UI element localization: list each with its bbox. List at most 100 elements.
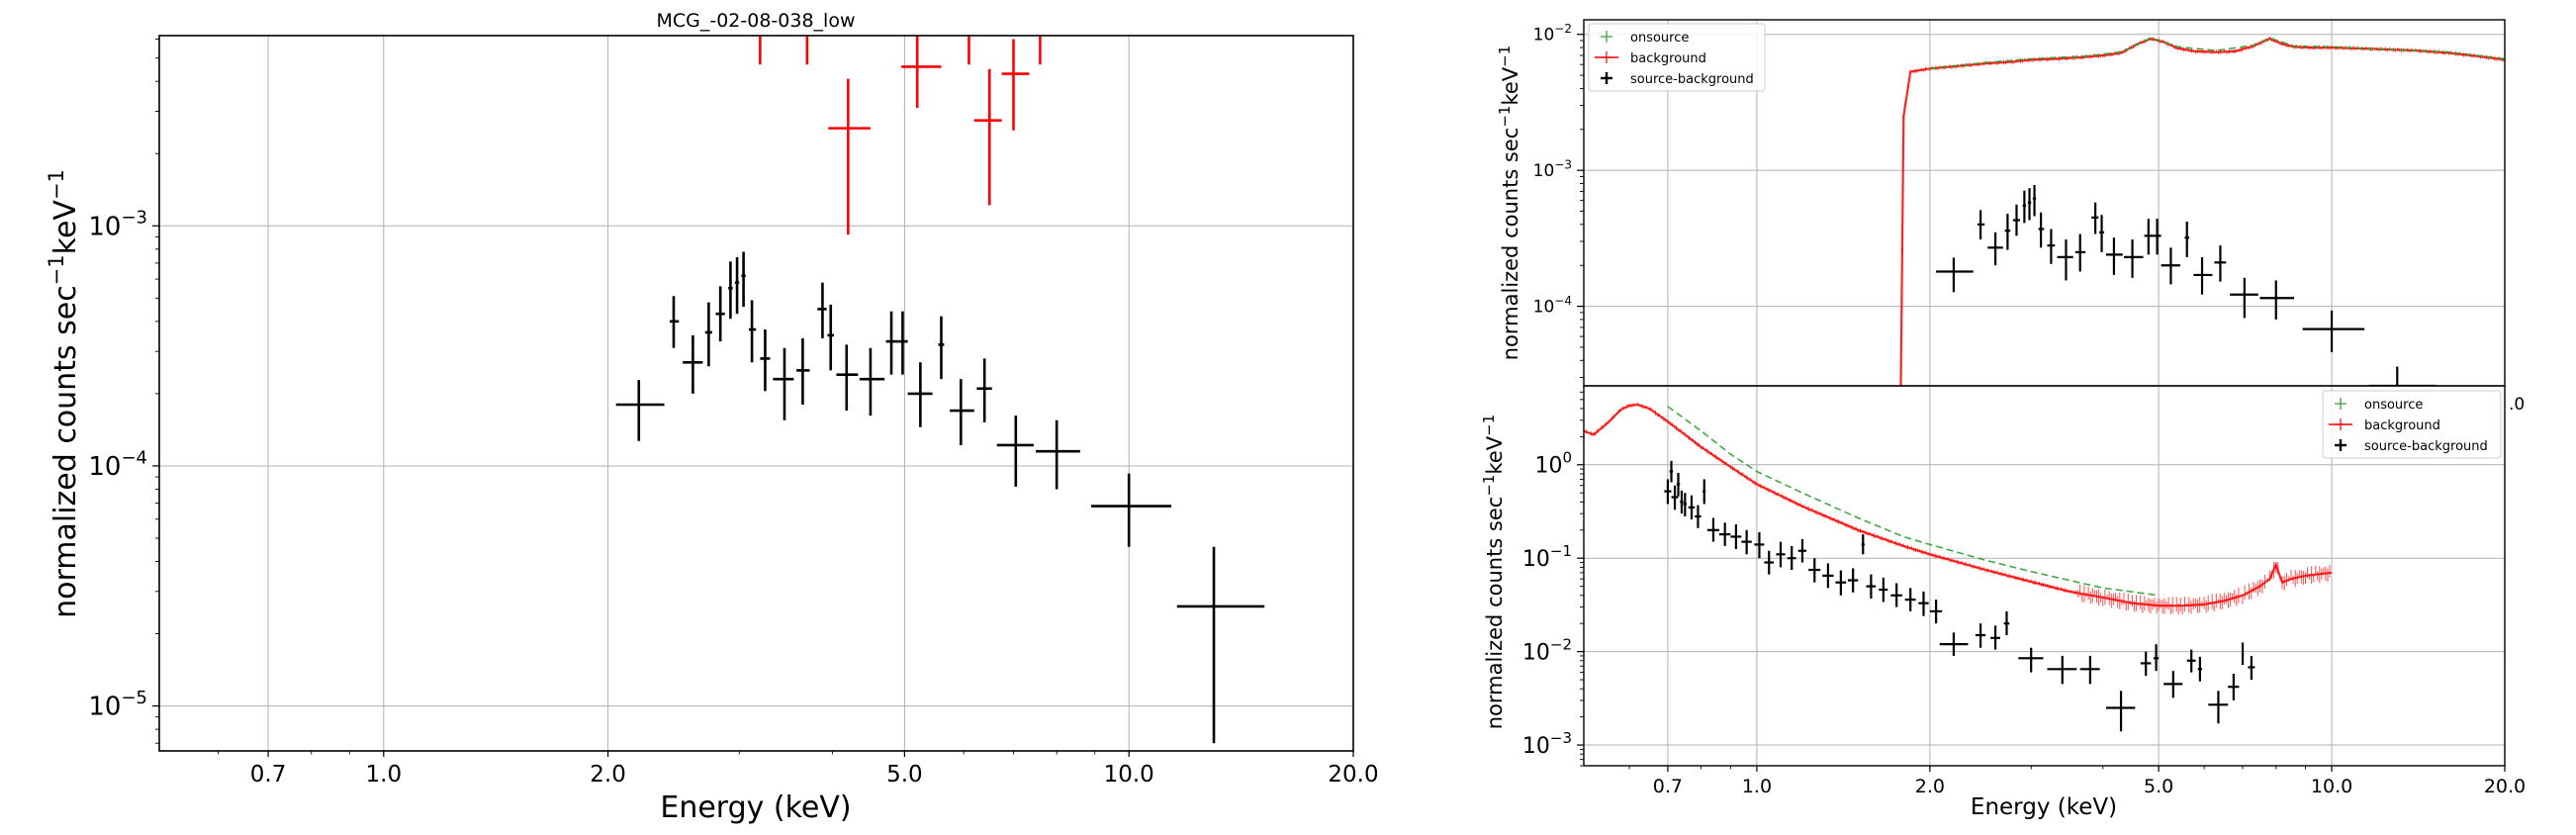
right-bottom-source-background-point-17	[1797, 538, 1807, 563]
right-top-legend-entry-1: background	[1595, 51, 1706, 66]
right-bottom-source-background-point-45	[2248, 655, 2255, 681]
right-top-source-background-point-20	[2193, 256, 2213, 295]
right-bottom-source-background-point-16	[1787, 545, 1796, 571]
left-series-1-point-1	[669, 296, 680, 348]
right-bottom-plot-frame	[1583, 385, 2506, 767]
left-series-0-point-4	[901, 36, 942, 109]
right-bottom-source-background-point-28	[1929, 600, 1943, 624]
left-series-1-point-9	[760, 329, 771, 392]
right-bottom-legend-box	[2322, 390, 2502, 459]
right-top-ylabel-sup1: −1	[1496, 106, 1514, 128]
left-series-1-point-21	[976, 358, 992, 422]
left-y-axis-label: normalized counts sec−1keV−1	[45, 169, 83, 618]
left-series-group	[615, 36, 1265, 744]
right-top-legend-entry-2: source-background	[1601, 72, 1754, 87]
right-top-source-background-point-13	[2098, 215, 2105, 252]
right-bottom-y-tick-base-0: 10	[1522, 734, 1550, 759]
right-bottom-source-background-point-25	[1890, 583, 1902, 607]
right-bottom-source-background-point-2	[1671, 485, 1679, 510]
left-y-tick-label-2: 10−3	[88, 208, 147, 242]
right-top-source-background-point-7	[2032, 184, 2037, 217]
right-top-spectrum-panel: 10−410−310−2 .0 normalized counts sec−1k…	[1496, 19, 2525, 415]
left-y-tick-exp-0: −5	[121, 688, 147, 708]
right-bottom-source-background-point-7	[1695, 505, 1702, 528]
left-ylabel-sup2: −1	[45, 169, 68, 200]
right-bottom-source-background-point-8	[1702, 479, 1706, 505]
left-series-1-point-0	[615, 380, 665, 441]
left-series-1-point-14	[836, 344, 859, 412]
right-bottom-y-tick-base-2: 10	[1522, 547, 1550, 572]
left-x-tick-label-4: 10.0	[1104, 762, 1154, 788]
right-bottom-x-tick-label-5: 20.0	[2484, 776, 2526, 797]
right-top-legend-label-2: source-background	[1630, 72, 1754, 87]
right-bottom-x-tick-label-0: 0.7	[1653, 776, 1683, 797]
right-bottom-source-background-point-3	[1676, 472, 1681, 497]
right-bottom-x-tick-label-4: 10.0	[2311, 776, 2352, 797]
right-bottom-ylabel-sup1: −1	[1480, 475, 1498, 497]
right-top-onsource-line	[1929, 37, 2505, 70]
right-bottom-legend-label-0: onsource	[2364, 398, 2423, 413]
right-top-source-background-point-3	[2004, 213, 2011, 250]
right-bottom-y-tick-exp-1: −2	[1550, 635, 1572, 653]
right-bottom-source-background-point-22	[1861, 534, 1865, 555]
left-y-tick-label-1: 10−4	[88, 447, 147, 482]
right-top-background-noise	[1900, 36, 2504, 386]
left-series-1-point-5	[728, 261, 733, 320]
right-top-y-tick-exp-1: −3	[1554, 157, 1572, 171]
left-ylabel-main: normalized counts sec	[48, 285, 83, 618]
left-series-1-point-4	[715, 286, 725, 342]
right-top-source-background-point-18	[2161, 247, 2180, 285]
left-series-1-point-7	[741, 251, 746, 308]
right-top-ylabel-main: normalized counts sec	[1499, 128, 1522, 361]
left-y-tick-base-0: 10	[88, 693, 121, 722]
left-x-tick-label-1: 1.0	[366, 762, 403, 788]
right-bottom-source-background-point-36	[2105, 691, 2136, 732]
right-top-source-background-point-17	[2154, 219, 2162, 255]
right-bottom-source-background-point-20	[1835, 570, 1847, 596]
right-top-ylabel-sup2: −1	[1496, 46, 1514, 67]
right-top-y-axis-label: normalized counts sec−1keV−1	[1496, 46, 1522, 361]
right-bottom-x-axis-label: Energy (keV)	[1971, 794, 2117, 820]
right-top-source-background-point-9	[2047, 229, 2056, 264]
left-y-tick-label-0: 10−5	[88, 688, 147, 722]
left-x-axis-label: Energy (keV)	[660, 790, 851, 825]
left-spectrum-panel: 0.7 1.0 2.0 5.0 10.0 20.010−510−410−3 MCG_-02…	[45, 10, 1379, 825]
right-bottom-y-tick-base-3: 10	[1534, 453, 1562, 478]
right-top-source-background-point-12	[2091, 202, 2099, 234]
right-bottom-legend-entry-0: onsource	[2335, 398, 2423, 413]
right-bottom-y-tick-base-1: 10	[1522, 640, 1550, 665]
right-top-source-background-point-15	[2123, 239, 2144, 278]
right-bottom-onsource-line	[1667, 406, 2160, 597]
right-bottom-source-background-point-34	[2047, 655, 2077, 685]
left-series-1-point-18	[907, 362, 933, 427]
right-bottom-source-background-point-4	[1680, 490, 1684, 514]
left-plot-frame	[158, 35, 1354, 752]
left-series-1-point-13	[827, 304, 835, 371]
right-top-source-background-point-24	[2302, 310, 2365, 352]
left-grid	[159, 36, 1354, 751]
right-bottom-source-background-point-14	[1764, 550, 1775, 575]
left-series-0-point-2	[828, 78, 871, 235]
right-bottom-source-background-point-12	[1741, 529, 1752, 555]
right-bottom-source-background-point-32	[2003, 610, 2010, 636]
right-bottom-source-background-point-31	[1990, 625, 2000, 650]
left-series-1-point-8	[748, 300, 757, 363]
right-top-y-tick-exp-2: −2	[1554, 22, 1572, 36]
right-bottom-source-background-point-10	[1718, 522, 1731, 546]
right-bottom-source-background-point-38	[2154, 644, 2160, 672]
left-y-tick-exp-1: −4	[121, 447, 147, 468]
right-bottom-source-background-point-30	[1975, 623, 1986, 648]
right-bottom-y-tick-exp-0: −3	[1550, 729, 1572, 747]
left-ylabel-sup1: −1	[45, 254, 68, 285]
right-top-legend-label-0: onsource	[1630, 31, 1689, 46]
left-series-0-point-8	[1001, 39, 1030, 131]
right-bottom-source-background-point-9	[1706, 517, 1719, 542]
right-bottom-source-background-point-24	[1879, 577, 1888, 603]
right-bottom-source-background-point-37	[2140, 651, 2152, 677]
left-series-1-point-24	[1091, 473, 1172, 547]
left-y-tick-exp-2: −3	[121, 208, 147, 229]
right-bottom-source-background-point-44	[2241, 642, 2245, 666]
right-bottom-legend-entry-1: background	[2329, 418, 2440, 433]
right-bottom-ylabel-main: normalized counts sec	[1483, 497, 1507, 730]
